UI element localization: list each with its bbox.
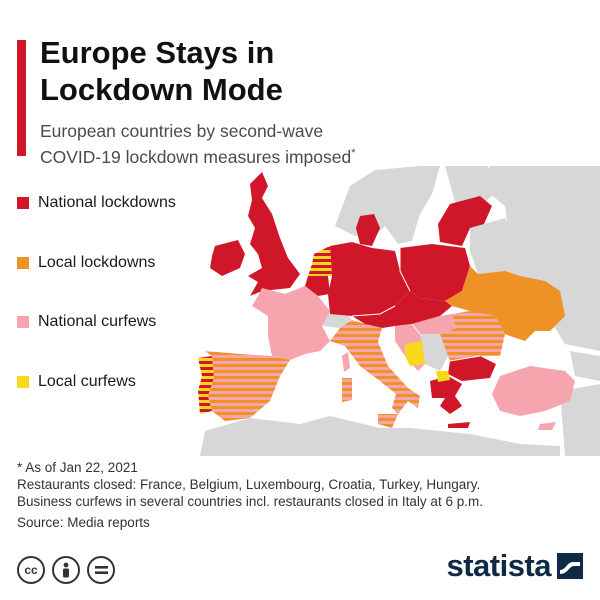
region-belgium — [305, 276, 330, 296]
page-title: Europe Stays in Lockdown Mode — [40, 34, 380, 108]
region-hungary — [412, 314, 456, 334]
region-romania — [440, 311, 505, 361]
subtitle-line-2: COVID-19 lockdown measures imposed* — [40, 146, 356, 167]
legend-label: Local curfews — [38, 373, 136, 390]
region-turkey — [492, 366, 575, 416]
region-caucasus — [570, 351, 600, 381]
legend-item-national-lockdowns: National lockdowns — [17, 193, 176, 213]
region-poland — [400, 244, 470, 301]
no-derivatives-icon[interactable] — [87, 556, 115, 584]
legend-item-national-curfews: National curfews — [17, 312, 156, 332]
region-switzerland — [322, 312, 352, 328]
title-line-1: Europe Stays in — [40, 35, 275, 70]
legend-swatch — [17, 316, 29, 328]
footnote-restaurants: Restaurants closed: France, Belgium, Lux… — [17, 477, 481, 492]
legend-label: Local lockdowns — [38, 254, 156, 271]
region-middle-east — [560, 384, 600, 456]
region-italy — [330, 320, 420, 414]
region-serbia — [420, 334, 448, 371]
legend-item-local-curfews: Local curfews — [17, 372, 136, 392]
region-russia — [480, 166, 600, 351]
country-borders — [351, 248, 481, 362]
source-note: Source: Media reports — [17, 515, 150, 530]
creative-commons-icon[interactable]: cc — [17, 556, 45, 584]
subtitle-line-1: European countries by second-wave — [40, 121, 324, 141]
title-accent-bar — [17, 40, 26, 156]
subtitle-footnote-mark: * — [351, 147, 356, 159]
region-baltics — [438, 196, 492, 246]
brand-name: statista — [446, 548, 551, 583]
legend-swatch — [17, 376, 29, 388]
region-sardinia — [342, 378, 352, 402]
region-france — [252, 286, 330, 360]
region-bosnia — [405, 341, 425, 366]
region-crete — [448, 422, 470, 428]
region-ireland — [210, 240, 245, 276]
footnote-business-curfews: Business curfews in several countries in… — [17, 494, 483, 509]
region-bulgaria — [448, 356, 496, 381]
region-cyprus — [538, 422, 556, 430]
license-icons: cc — [17, 556, 115, 584]
europe-map — [198, 166, 600, 456]
legend-item-local-lockdowns: Local lockdowns — [17, 253, 155, 273]
region-netherlands — [308, 246, 332, 276]
region-north-africa — [200, 416, 560, 456]
legend-label: National lockdowns — [38, 194, 176, 211]
region-sicily — [378, 414, 398, 428]
region-czechia-slovakia-austria — [352, 291, 452, 328]
legend-swatch — [17, 257, 29, 269]
legend-swatch — [17, 197, 29, 209]
statista-logo-icon — [557, 553, 583, 579]
legend-label: National curfews — [38, 313, 157, 330]
region-denmark — [356, 214, 380, 246]
region-norway-sweden — [335, 166, 440, 244]
brand-logo[interactable]: statista — [446, 548, 583, 584]
region-corsica — [342, 352, 350, 372]
footnote-date: * As of Jan 22, 2021 — [17, 460, 138, 475]
region-greece — [430, 376, 462, 414]
title-line-2: Lockdown Mode — [40, 72, 283, 107]
footnotes: * As of Jan 22, 2021 Restaurants closed:… — [17, 459, 587, 531]
region-portugal — [198, 356, 214, 414]
region-north-macedonia — [436, 371, 450, 382]
region-belarus — [470, 218, 520, 274]
attribution-icon[interactable] — [52, 556, 80, 584]
region-ukraine — [445, 266, 565, 341]
region-united-kingdom — [248, 172, 300, 296]
region-spain — [205, 351, 290, 421]
page-subtitle: European countries by second-wave COVID-… — [40, 120, 460, 168]
region-germany — [328, 242, 410, 316]
